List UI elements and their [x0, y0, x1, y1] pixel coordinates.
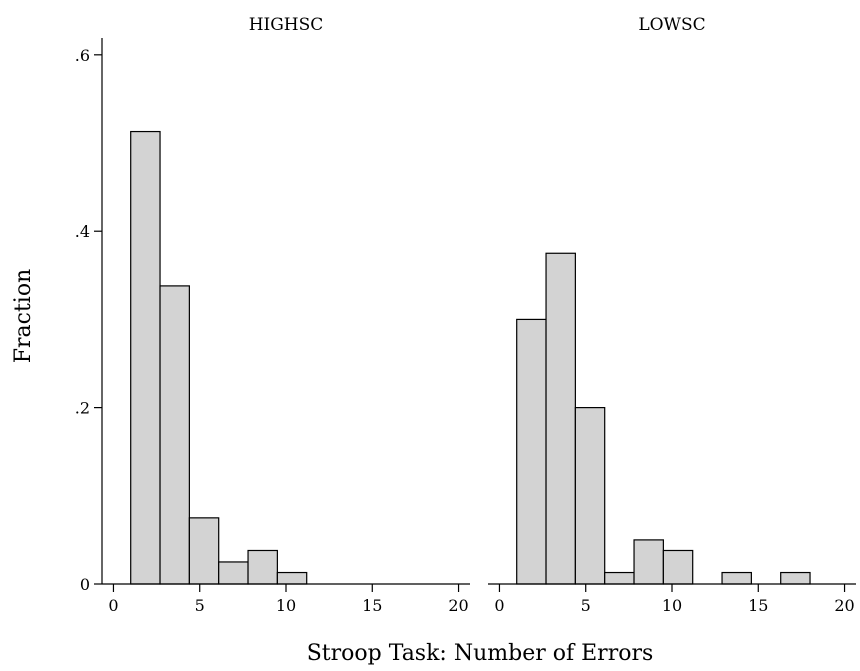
y-axis-title: Fraction [11, 269, 36, 364]
histogram-bar [188, 517, 220, 585]
x-tick-label: 5 [195, 596, 205, 615]
panels-layer: HIGHSC 0 5 10 15 20 0 .2 .4 .6 LOWSC 0 5 10 15 20 [75, 15, 856, 615]
x-tick-label: 20 [834, 596, 854, 615]
y-tick-label: .2 [75, 399, 90, 418]
panel-lowsc: LOWSC 0 5 10 15 20 [488, 15, 856, 615]
x-tick-label: 20 [448, 596, 468, 615]
histogram-bar [604, 571, 635, 585]
x-tick-label: 15 [748, 596, 768, 615]
y-tick-label: 0 [80, 575, 90, 594]
histogram-bar [130, 130, 161, 585]
y-tick-label: .6 [75, 46, 90, 65]
y-tick-label: .4 [75, 222, 90, 241]
x-tick-label: 10 [276, 596, 296, 615]
panel-title: HIGHSC [249, 15, 324, 35]
histogram-bar [574, 407, 606, 585]
x-axis-title: Stroop Task: Number of Errors [307, 641, 654, 666]
x-tick-label: 0 [494, 596, 504, 615]
x-tick-label: 5 [581, 596, 591, 615]
histogram-bar [633, 539, 664, 585]
panel-title: LOWSC [638, 15, 705, 35]
x-tick-label: 10 [662, 596, 682, 615]
histogram-bar [662, 549, 694, 585]
histogram-bar [159, 285, 190, 585]
histogram-bar [247, 549, 278, 585]
histogram-bar [276, 571, 308, 585]
x-tick-label: 0 [108, 596, 118, 615]
panel-highsc: HIGHSC 0 5 10 15 20 0 .2 .4 .6 [75, 15, 470, 615]
histogram-bar [545, 252, 576, 585]
x-tick-label: 15 [362, 596, 382, 615]
histogram-bar [516, 318, 547, 585]
histogram-bar [218, 561, 249, 585]
histogram-bar [721, 571, 752, 585]
histogram-bar [780, 571, 811, 585]
